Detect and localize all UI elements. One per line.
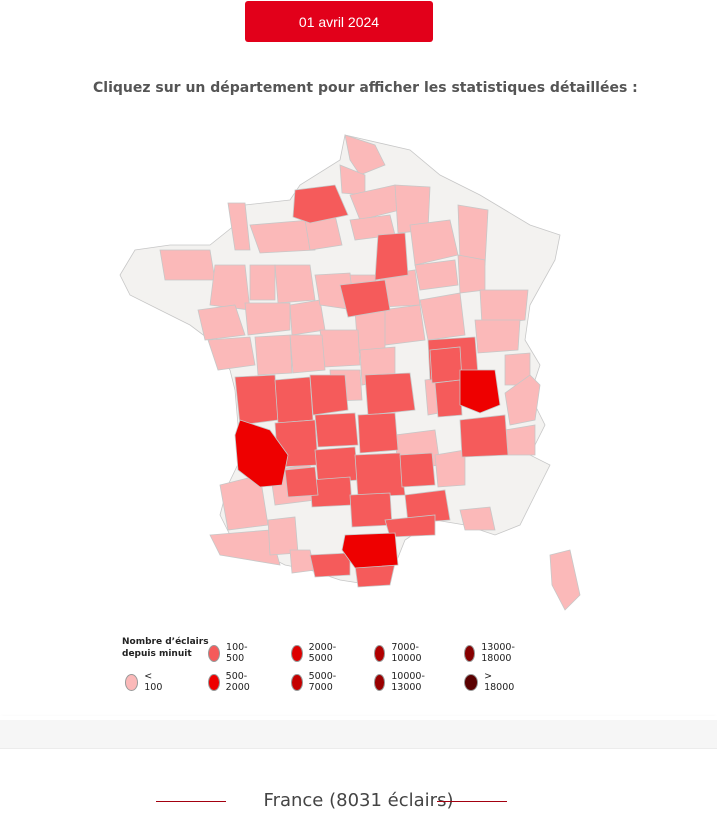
department-nord[interactable] — [344, 134, 386, 176]
department-isere[interactable] — [504, 424, 536, 456]
department-loiret-est[interactable] — [339, 279, 391, 318]
department-manche[interactable] — [227, 202, 251, 251]
department-gers[interactable] — [267, 516, 299, 556]
department-jura[interactable] — [459, 369, 501, 414]
legend-item-lt100: < 100 — [125, 671, 166, 693]
department-bouches-rhone[interactable] — [459, 506, 496, 531]
department-nievre[interactable] — [381, 304, 426, 346]
date-selector-button[interactable]: 01 avril 2024 — [245, 1, 433, 42]
department-cote-or[interactable] — [419, 292, 466, 341]
department-rhone[interactable] — [434, 379, 463, 418]
department-seine-et-marne[interactable] — [374, 232, 409, 281]
legend-item-gt18000: > 18000 — [464, 671, 517, 693]
department-cantal[interactable] — [357, 412, 399, 454]
france-summary-title: France (8031 éclairs) — [263, 790, 454, 811]
department-lozere[interactable] — [399, 452, 436, 488]
department-cotes-armor[interactable] — [159, 249, 216, 281]
legend-swatch-gt18000 — [464, 673, 479, 691]
department-vendee[interactable] — [207, 336, 256, 371]
legend-label-13000-18000: 13000-18000 — [481, 642, 515, 664]
department-ardeche[interactable] — [434, 449, 466, 488]
department-pyrenees-atlantiques[interactable] — [209, 529, 281, 566]
department-deux-sevres[interactable] — [254, 334, 293, 376]
legend-item-13000-18000: 13000-18000 — [464, 642, 521, 664]
department-indre[interactable] — [319, 329, 361, 368]
department-gironde-est[interactable] — [284, 466, 319, 498]
legend-label-gt18000: > 18000 — [484, 671, 515, 693]
separator-band — [0, 720, 717, 749]
legend-swatch-7000-10000 — [374, 644, 386, 662]
legend-item-5000-7000: 5000-7000 — [291, 671, 342, 693]
department-correze[interactable] — [314, 412, 359, 448]
legend-title: Nombre d’éclairs depuis minuit — [122, 636, 222, 660]
department-aude[interactable] — [341, 532, 399, 569]
legend-label-lt100: < 100 — [144, 671, 163, 693]
department-vosges[interactable] — [479, 289, 529, 326]
department-haute-marne[interactable] — [457, 254, 486, 294]
department-ariege[interactable] — [309, 552, 351, 578]
legend-item-7000-10000: 7000-10000 — [374, 642, 427, 664]
department-vienne[interactable] — [289, 334, 326, 374]
legend-swatch-100-500 — [208, 644, 221, 662]
legend-item-2000-5000: 2000-5000 — [291, 642, 342, 664]
legend-swatch-13000-18000 — [464, 644, 476, 662]
department-aveyron[interactable] — [354, 452, 406, 498]
department-ille-vilaine[interactable] — [209, 264, 251, 311]
department-haute-savoie[interactable] — [504, 374, 541, 426]
department-mayenne[interactable] — [249, 264, 276, 301]
department-charente[interactable] — [274, 376, 314, 424]
map-panel-bottom-edge — [0, 716, 717, 720]
legend-item-500-2000: 500-2000 — [208, 671, 255, 693]
legend-title-line1: Nombre d’éclairs — [122, 637, 209, 647]
title-rule-left — [156, 801, 226, 802]
legend-swatch-lt100 — [125, 673, 139, 691]
department-charente-maritime[interactable] — [234, 374, 279, 426]
department-drome[interactable] — [459, 414, 509, 458]
legend-swatch-2000-5000 — [291, 644, 303, 662]
legend-swatch-10000-13000 — [374, 673, 386, 691]
department-corse-du-sud[interactable] — [549, 549, 581, 611]
department-maine-loire[interactable] — [244, 302, 291, 336]
title-rule-right — [437, 801, 507, 802]
department-loire-atlantique[interactable] — [197, 304, 246, 341]
legend-label-7000-10000: 7000-10000 — [391, 642, 422, 664]
department-haute-saone[interactable] — [474, 319, 521, 354]
department-lot[interactable] — [314, 446, 359, 484]
legend-label-5000-7000: 5000-7000 — [308, 671, 337, 693]
legend-item-10000-13000: 10000-13000 — [374, 671, 431, 693]
map-instruction: Cliquez sur un département pour afficher… — [93, 80, 638, 96]
legend-title-line2: depuis minuit — [122, 649, 192, 659]
department-haute-vienne[interactable] — [309, 374, 349, 416]
department-ain[interactable] — [429, 346, 463, 384]
department-seine-maritime[interactable] — [292, 184, 349, 224]
department-cher[interactable] — [354, 309, 386, 354]
legend-label-100-500: 100-500 — [226, 642, 248, 664]
department-herault[interactable] — [384, 514, 436, 538]
legend-item-100-500: 100-500 — [208, 642, 253, 664]
department-aube[interactable] — [414, 259, 459, 291]
legend-label-10000-13000: 10000-13000 — [391, 671, 425, 693]
department-puy-de-dome[interactable] — [364, 372, 416, 416]
department-gironde[interactable] — [234, 419, 289, 488]
department-calvados[interactable] — [249, 219, 316, 254]
legend-swatch-500-2000 — [208, 673, 220, 691]
legend-label-500-2000: 500-2000 — [225, 671, 250, 693]
department-sarthe[interactable] — [274, 264, 316, 304]
department-gard[interactable] — [404, 489, 451, 524]
legend-swatch-5000-7000 — [291, 673, 303, 691]
legend-label-2000-5000: 2000-5000 — [308, 642, 337, 664]
france-departments-map — [110, 125, 610, 630]
